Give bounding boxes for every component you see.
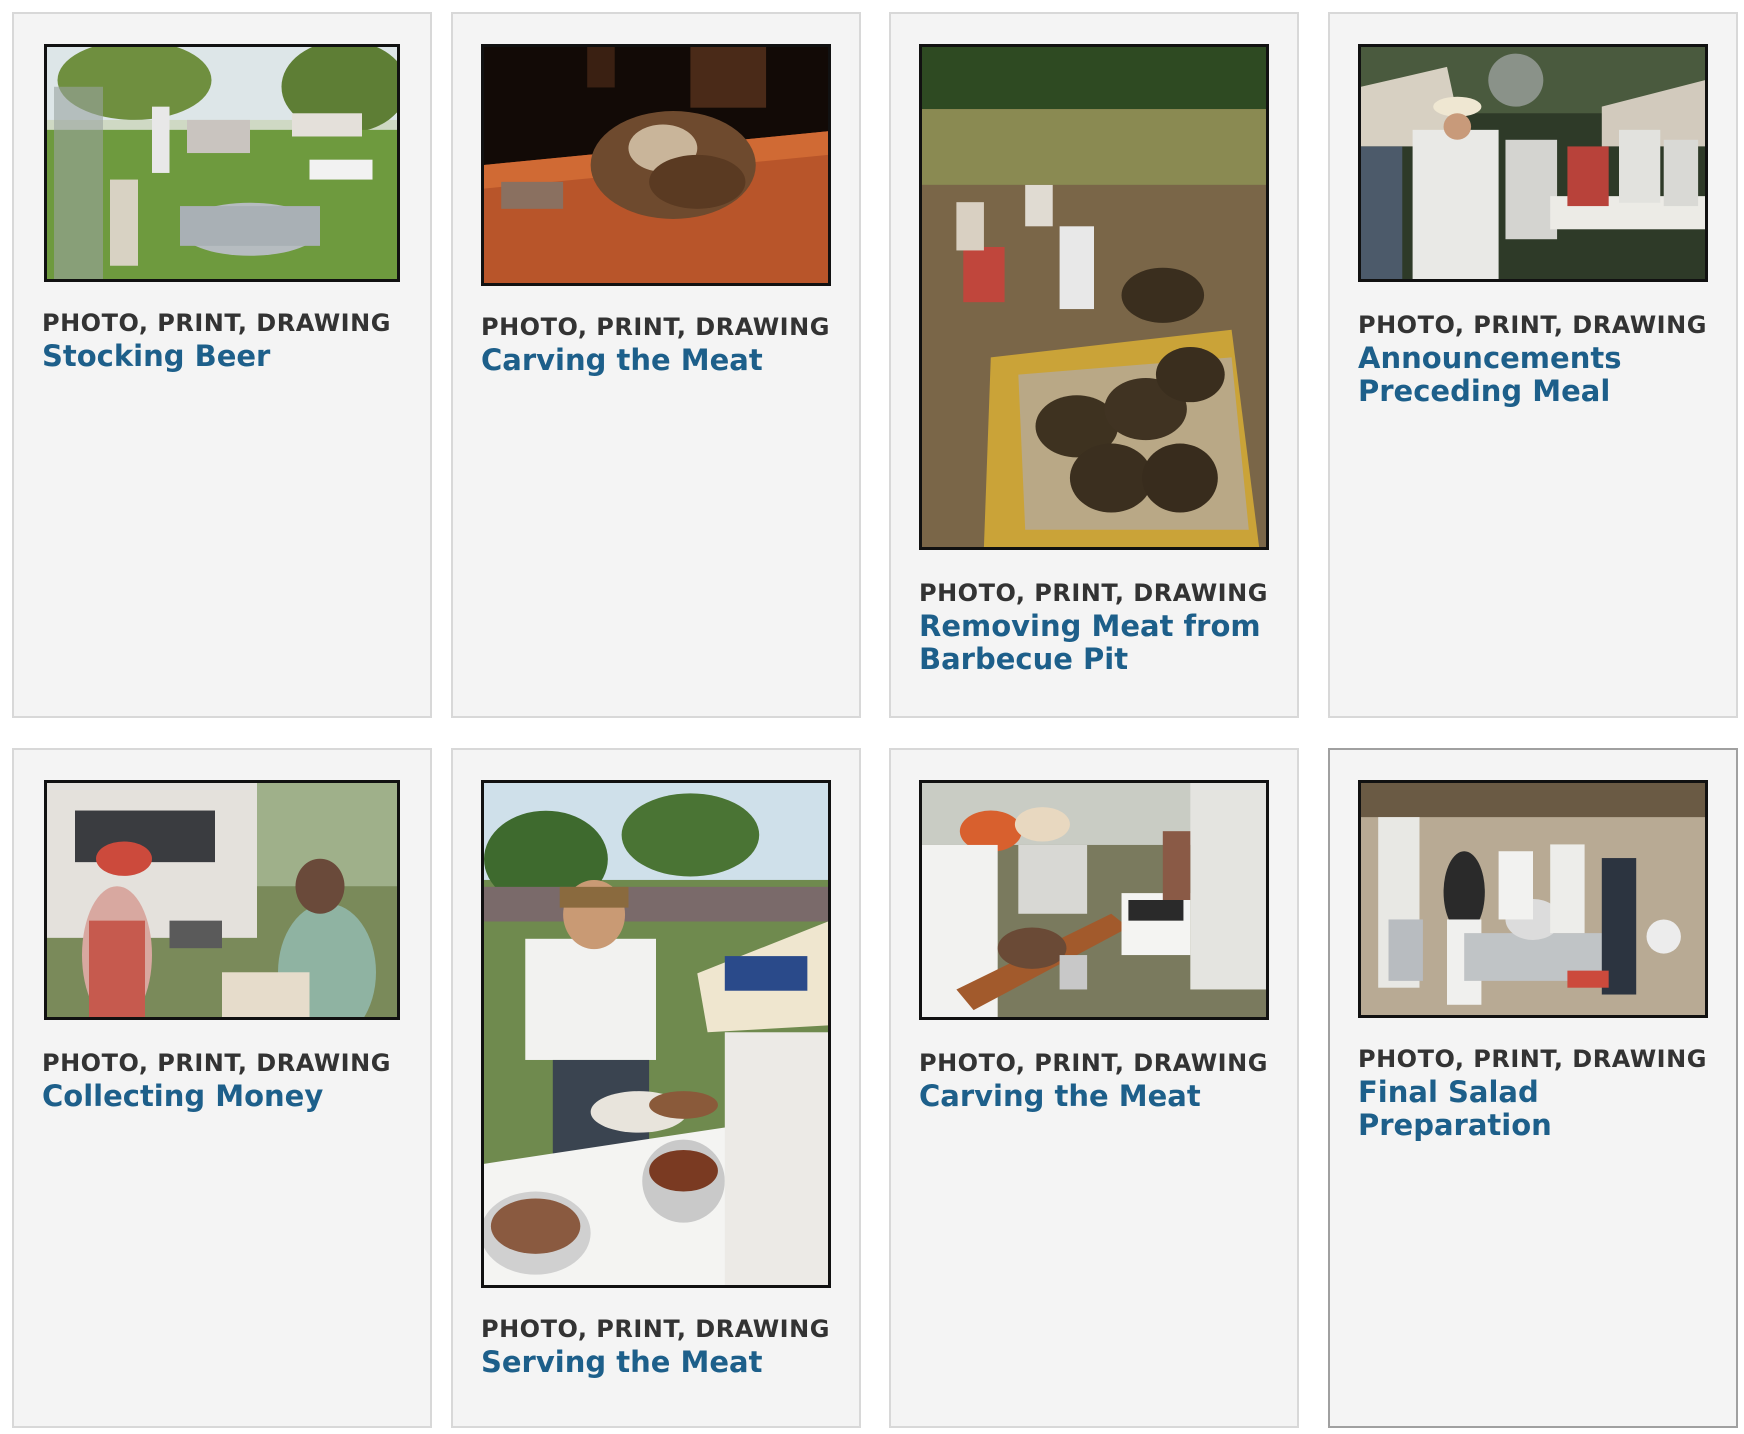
- item-format-label: PHOTO, PRINT, DRAWING: [919, 579, 1268, 607]
- item-title-link[interactable]: Final Salad Preparation: [1358, 1075, 1552, 1142]
- item-format-label: PHOTO, PRINT, DRAWING: [1358, 1045, 1707, 1073]
- item-title-link[interactable]: Collecting Money: [42, 1079, 324, 1113]
- item-format-label: PHOTO, PRINT, DRAWING: [42, 1049, 391, 1077]
- item-title-link[interactable]: Carving the Meat: [481, 343, 763, 377]
- gallery-card[interactable]: PHOTO, PRINT, DRAWING Announcements Prec…: [1328, 12, 1738, 718]
- outdoor-field-photo: [47, 47, 397, 279]
- item-format-label: PHOTO, PRINT, DRAWING: [919, 1049, 1268, 1077]
- thumbnail-image[interactable]: [1358, 780, 1708, 1018]
- thumbnail-image[interactable]: [481, 44, 831, 286]
- gallery-card[interactable]: PHOTO, PRINT, DRAWING Final Salad Prepar…: [1328, 748, 1738, 1428]
- gallery-card[interactable]: PHOTO, PRINT, DRAWING Serving the Meat: [451, 748, 861, 1428]
- item-title-link[interactable]: Announcements Preceding Meal: [1358, 341, 1622, 408]
- gallery-card[interactable]: PHOTO, PRINT, DRAWING Removing Meat from…: [889, 12, 1299, 718]
- barbecue-pit-photo: [922, 47, 1266, 547]
- trailer-women-photo: [47, 783, 397, 1017]
- serving-plates-photo: [484, 783, 828, 1285]
- thumbnail-image[interactable]: [44, 780, 400, 1020]
- item-format-label: PHOTO, PRINT, DRAWING: [1358, 311, 1707, 339]
- crowd-straw-hats-photo: [1361, 47, 1705, 279]
- thumbnail-image[interactable]: [481, 780, 831, 1288]
- gallery-card[interactable]: PHOTO, PRINT, DRAWING Carving the Meat: [889, 748, 1299, 1428]
- item-title-link[interactable]: Stocking Beer: [42, 339, 271, 373]
- meat-cutting-board-photo: [484, 47, 828, 283]
- gallery-card[interactable]: PHOTO, PRINT, DRAWING Carving the Meat: [451, 12, 861, 718]
- thumbnail-image[interactable]: [919, 780, 1269, 1020]
- gallery-card[interactable]: PHOTO, PRINT, DRAWING Collecting Money: [12, 748, 432, 1428]
- carving-table-photo: [922, 783, 1266, 1017]
- thumbnail-image[interactable]: [919, 44, 1269, 550]
- item-title-link[interactable]: Carving the Meat: [919, 1079, 1201, 1113]
- item-title-link[interactable]: Serving the Meat: [481, 1345, 763, 1379]
- item-format-label: PHOTO, PRINT, DRAWING: [481, 1315, 830, 1343]
- item-format-label: PHOTO, PRINT, DRAWING: [42, 309, 391, 337]
- item-title-link[interactable]: Removing Meat from Barbecue Pit: [919, 609, 1261, 676]
- thumbnail-image[interactable]: [1358, 44, 1708, 282]
- thumbnail-image[interactable]: [44, 44, 400, 282]
- kitchen-interior-photo: [1361, 783, 1705, 1015]
- item-format-label: PHOTO, PRINT, DRAWING: [481, 313, 830, 341]
- gallery-card[interactable]: PHOTO, PRINT, DRAWING Stocking Beer: [12, 12, 432, 718]
